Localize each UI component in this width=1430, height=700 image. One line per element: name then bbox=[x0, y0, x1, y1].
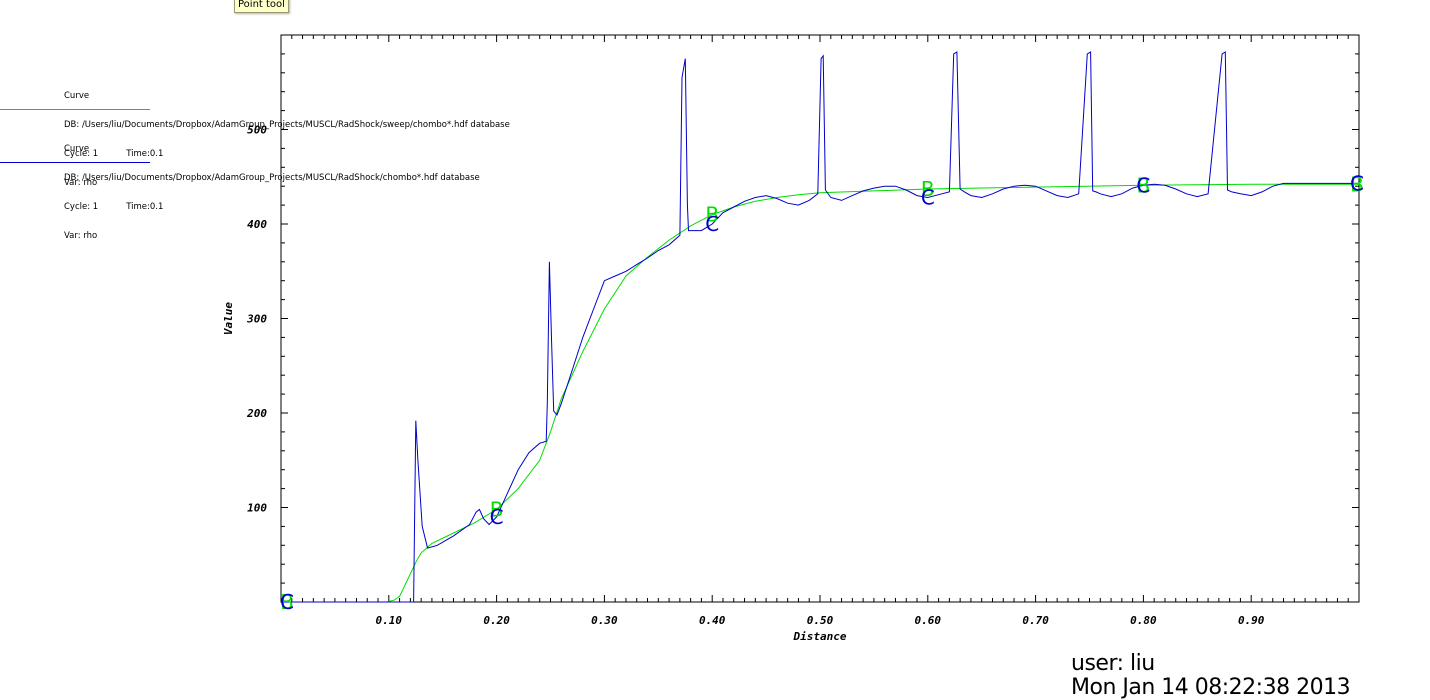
legend-var: Var: rho bbox=[64, 230, 98, 241]
legend-cycle: Cycle: 1 bbox=[64, 148, 99, 159]
curve-marker-b: B bbox=[705, 203, 719, 227]
curve-marker-c: C bbox=[490, 505, 504, 529]
y-tick-label: 200 bbox=[246, 407, 267, 420]
timestamp-label: Mon Jan 14 08:22:38 2013 bbox=[1071, 675, 1351, 700]
y-tick-label: 300 bbox=[246, 313, 267, 326]
curve-marker-b: B bbox=[1350, 172, 1364, 196]
curve-marker-c: C bbox=[705, 212, 719, 236]
legend-cycle-time: Cycle: 1 Time:0.1 bbox=[64, 148, 510, 160]
curve-marker-b: B bbox=[1137, 173, 1151, 197]
series-group bbox=[281, 51, 1359, 603]
x-tick-label: 0.20 bbox=[483, 614, 510, 627]
point-tool-tooltip: Point tool bbox=[234, 0, 289, 13]
x-tick-label: 0.80 bbox=[1130, 614, 1157, 627]
x-axis-label: Distance bbox=[793, 630, 847, 643]
y-axis-label: Value bbox=[222, 302, 235, 335]
legend-db-path: DB: /Users/liu/Documents/Dropbox/AdamGro… bbox=[64, 119, 510, 130]
legend-cycle: Cycle: 1 bbox=[64, 201, 99, 212]
x-tick-label: 0.30 bbox=[591, 614, 618, 627]
x-tick-label: 0.60 bbox=[915, 614, 942, 627]
user-label: user: liu bbox=[1071, 651, 1155, 676]
curve-marker-b: B bbox=[280, 590, 294, 614]
legend-var: Var: rho bbox=[64, 177, 98, 188]
legend-db-path: DB: /Users/liu/Documents/Dropbox/AdamGro… bbox=[64, 172, 480, 183]
legend-entry-1: Curve DB: /Users/liu/Documents/Dropbox/A… bbox=[64, 73, 510, 198]
legend-title: Curve bbox=[64, 91, 90, 102]
curve-marker-b: B bbox=[490, 497, 504, 521]
legend-time: Time:0.1 bbox=[126, 148, 164, 159]
x-tick-label: 0.90 bbox=[1238, 614, 1265, 627]
legend-line-green bbox=[0, 109, 150, 110]
legend-line-blue bbox=[0, 162, 150, 163]
legend-title: Curve bbox=[64, 144, 90, 155]
axis-ticks bbox=[280, 34, 1360, 603]
y-tick-label: 500 bbox=[247, 124, 267, 137]
legend-time: Time:0.1 bbox=[126, 201, 164, 212]
curve-marker-c: C bbox=[280, 590, 294, 614]
y-tick-label: 400 bbox=[247, 218, 267, 231]
x-tick-label: 0.40 bbox=[699, 614, 726, 627]
x-tick-label: 0.70 bbox=[1022, 614, 1049, 627]
curve-marker-c: C bbox=[1350, 171, 1364, 195]
curve-marker-c: C bbox=[921, 186, 935, 210]
x-tick-label: 0.10 bbox=[376, 614, 403, 627]
curve-marker-c: C bbox=[1136, 173, 1150, 197]
x-tick-label: 0.50 bbox=[807, 614, 834, 627]
axis-tick-labels: 0.10 0.20 0.30 0.40 0.50 0.60 0.70 0.80 0.90 100 2… bbox=[246, 124, 1265, 628]
legend-entry-2: Curve DB: /Users/liu/Documents/Dropbox/A… bbox=[64, 126, 480, 251]
series-line-green bbox=[281, 183, 1359, 603]
series-line-blue bbox=[281, 51, 1359, 603]
legend-cycle-time: Cycle: 1 Time:0.1 bbox=[64, 201, 480, 213]
y-tick-label: 100 bbox=[247, 502, 267, 515]
curve-marker-b: B bbox=[921, 177, 935, 201]
